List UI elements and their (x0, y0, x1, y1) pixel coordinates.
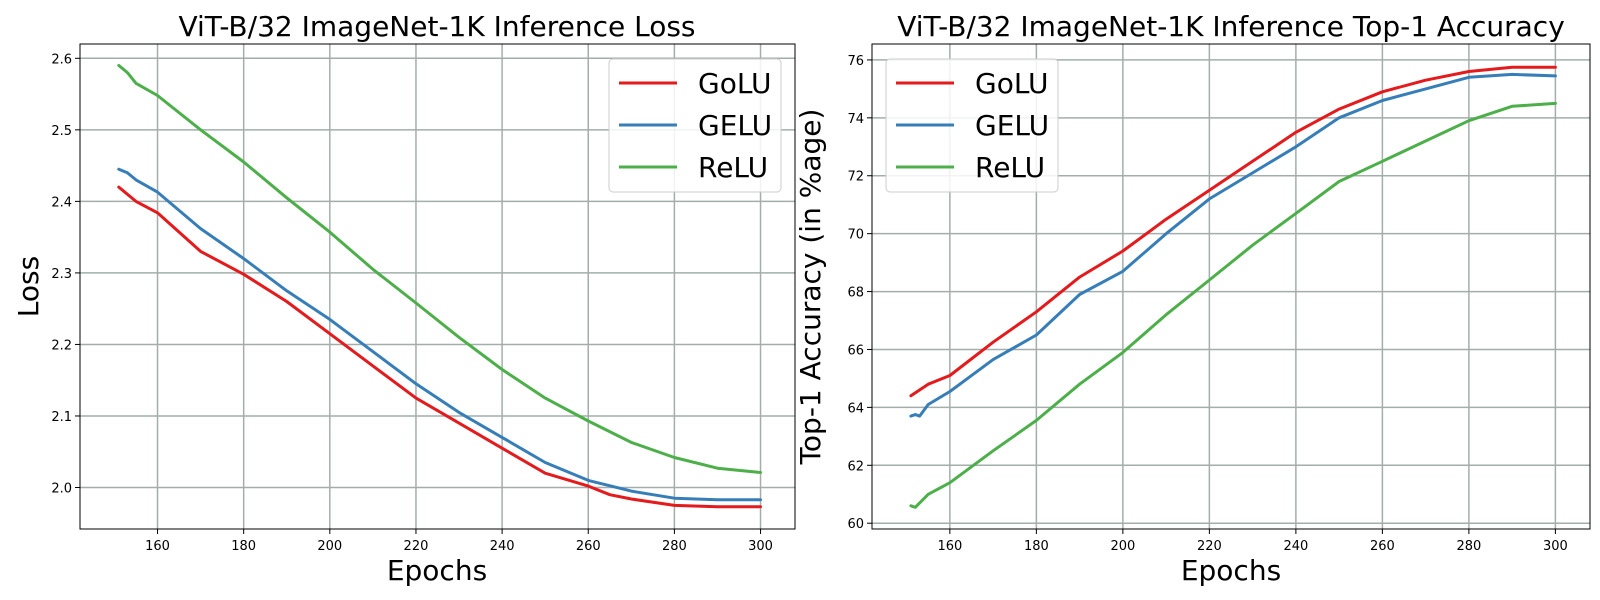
series-line-gelu (117, 167, 762, 502)
y-tick-label: 66 (847, 343, 864, 358)
x-tick-label: 280 (662, 539, 687, 554)
x-tick-label: 160 (145, 539, 170, 554)
x-tick-label: 260 (1370, 539, 1395, 554)
x-axis-label: Epochs (1181, 554, 1281, 587)
x-tick-label: 220 (1197, 539, 1222, 554)
chart-title: ViT-B/32 ImageNet-1K Inference Loss (178, 10, 695, 43)
series-line-gelu (909, 72, 1557, 418)
x-tick-label: 180 (231, 539, 256, 554)
x-tick-label: 200 (1110, 539, 1135, 554)
series-line-relu (909, 101, 1557, 509)
y-tick-label: 72 (847, 170, 864, 185)
legend-label-golu: GoLU (975, 67, 1049, 100)
y-tick-label: 64 (847, 401, 864, 416)
loss-chart-panel: 160 180 200 220 240 260 280 300 2.0 2.1 2.2 2.3 2.4 2… (12, 10, 796, 587)
legend-label-relu: ReLU (975, 151, 1045, 184)
x-tick-label: 240 (490, 539, 515, 554)
y-tick-label: 2.3 (51, 267, 72, 282)
y-tick-label: 76 (847, 54, 864, 69)
chart-title: ViT-B/32 ImageNet-1K Inference Top-1 Acc… (897, 10, 1565, 43)
legend-label-gelu: GELU (975, 109, 1049, 142)
accuracy-chart-panel: 160 180 200 220 240 260 280 300 60 62 64 66 68 70 72 74… (794, 10, 1591, 587)
x-tick-label: 300 (1543, 539, 1568, 554)
x-tick-label: 180 (1024, 539, 1049, 554)
y-tick-label: 60 (847, 517, 864, 532)
legend: GoLU GELU ReLU (885, 58, 1059, 193)
y-axis-label: Loss (12, 256, 45, 317)
y-tick-label: 2.2 (51, 338, 72, 353)
y-tick-label: 2.6 (51, 52, 72, 67)
series-line-golu (909, 65, 1557, 398)
y-tick-label: 62 (847, 459, 864, 474)
y-tick-label: 2.1 (51, 410, 72, 425)
plot-frame (79, 43, 796, 530)
legend: GoLU GELU ReLU (608, 58, 782, 193)
x-tick-label: 260 (576, 539, 601, 554)
legend-box (885, 58, 1059, 193)
y-tick-label: 2.4 (51, 195, 72, 210)
x-tick-label: 160 (937, 539, 962, 554)
plot-frame (871, 43, 1591, 530)
legend-label-golu: GoLU (698, 67, 772, 100)
y-tick-label: 2.5 (51, 124, 72, 139)
x-axis-label: Epochs (387, 554, 487, 587)
legend-label-relu: ReLU (698, 151, 768, 184)
y-axis-label: Top-1 Accuracy (in %age) (794, 109, 827, 466)
y-tick-label: 70 (847, 228, 864, 243)
x-tick-label: 280 (1456, 539, 1481, 554)
legend-label-gelu: GELU (698, 109, 772, 142)
y-tick-label: 74 (847, 112, 864, 127)
series-line-relu (117, 64, 762, 474)
x-tick-label: 200 (317, 539, 342, 554)
legend-box (608, 58, 782, 193)
y-tick-label: 2.0 (51, 482, 72, 497)
x-tick-label: 220 (404, 539, 429, 554)
x-tick-label: 240 (1283, 539, 1308, 554)
y-tick-label: 68 (847, 286, 864, 301)
x-tick-label: 300 (748, 539, 773, 554)
series-line-golu (117, 185, 762, 509)
